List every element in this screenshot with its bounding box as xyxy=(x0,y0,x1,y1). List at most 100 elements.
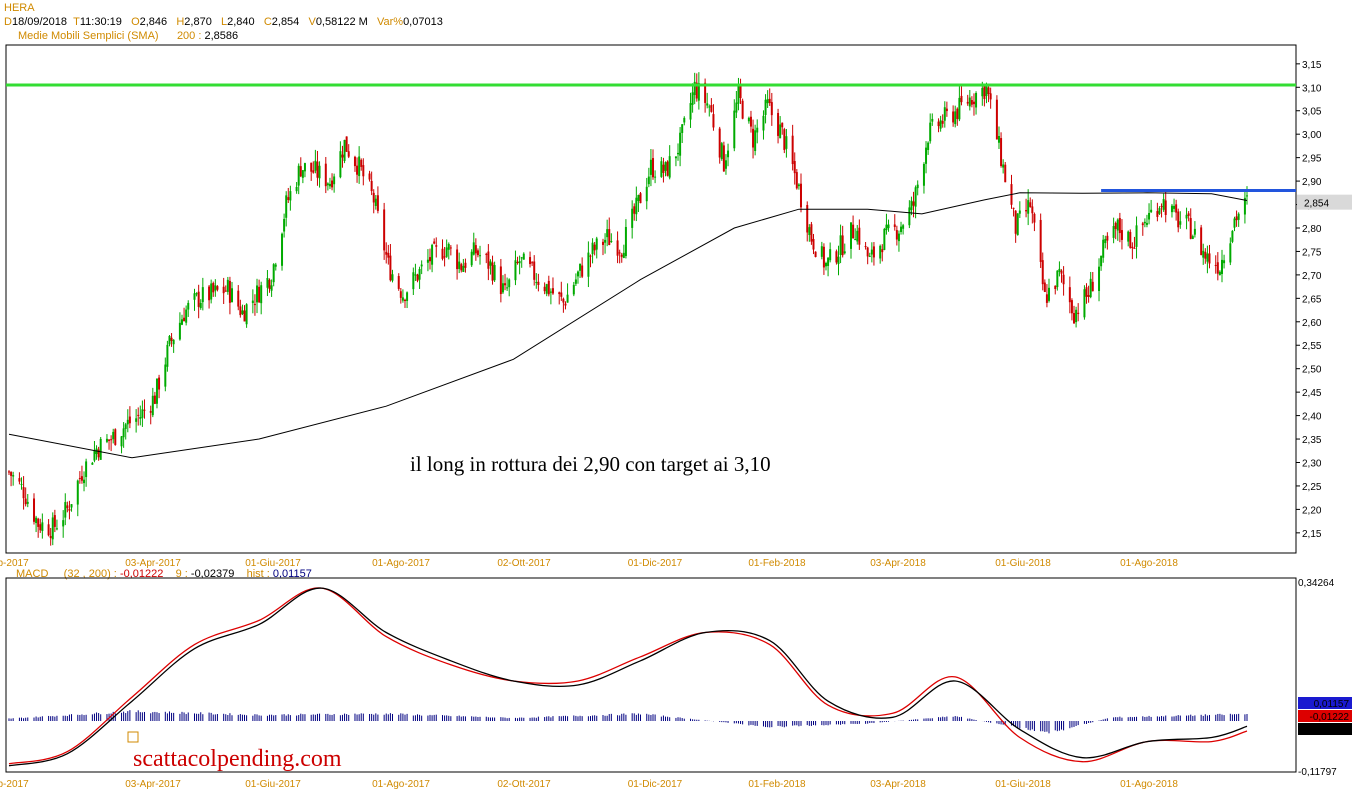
candle-body xyxy=(187,302,190,310)
price-axis-label: 2,95 xyxy=(1302,154,1322,165)
candle-body xyxy=(80,476,83,481)
price-axis-label: 2,60 xyxy=(1302,318,1322,329)
candle-body xyxy=(858,227,861,245)
candle-body xyxy=(1018,210,1021,214)
price-axis-label: 2,25 xyxy=(1302,482,1322,493)
candle-body xyxy=(91,462,94,465)
macd-readout: MACD (32 , 200) : -0,01222 9 : -0,02379 … xyxy=(16,568,312,580)
candle-body xyxy=(581,265,584,277)
candle-body xyxy=(139,416,142,419)
price-axis-label: 2,80 xyxy=(1302,224,1322,235)
price-axis-label: 2,20 xyxy=(1302,505,1322,516)
macd-value-box xyxy=(1298,723,1352,735)
candle-body xyxy=(53,515,56,527)
candle-body xyxy=(489,261,492,266)
date-axis-label: 01-Giu-2018 xyxy=(995,558,1051,569)
candle-body xyxy=(414,274,417,276)
candle-body xyxy=(981,87,984,97)
candle-body xyxy=(449,247,452,249)
candle-body xyxy=(931,118,934,122)
candle-body xyxy=(212,283,215,293)
candle-body xyxy=(668,156,671,178)
candle-body xyxy=(155,378,158,404)
candle-body xyxy=(783,129,786,150)
candle-body xyxy=(108,439,111,441)
candle-body xyxy=(487,251,490,269)
candle-body xyxy=(768,98,771,104)
candle-body xyxy=(810,224,813,242)
candle-body xyxy=(1025,210,1028,212)
candle-body xyxy=(1091,281,1094,292)
candle-body xyxy=(281,233,284,266)
candle-body xyxy=(1060,270,1063,274)
candle-body xyxy=(937,121,940,127)
candle-body xyxy=(1145,222,1148,225)
candle-body xyxy=(912,201,915,206)
candle-body xyxy=(622,252,625,258)
candle-body xyxy=(1218,271,1221,275)
candle-body xyxy=(829,249,832,261)
candle-body xyxy=(110,439,113,441)
candle-body xyxy=(922,164,925,186)
sma-label: Medie Mobili Semplici (SMA) xyxy=(18,30,159,42)
candle-body xyxy=(12,475,15,477)
candle-body xyxy=(237,290,240,307)
candle-body xyxy=(902,225,905,229)
candle-body xyxy=(1191,236,1194,239)
candle-body xyxy=(666,161,669,176)
candle-body xyxy=(462,265,465,272)
candle-body xyxy=(10,472,13,476)
candle-body xyxy=(172,339,175,345)
macd-value: -0,01222 xyxy=(119,568,164,580)
candle-body xyxy=(458,261,461,269)
candle-body xyxy=(470,251,473,266)
symbol-title: HERA xyxy=(4,2,35,14)
candle-body xyxy=(105,438,108,442)
candle-body xyxy=(543,286,546,292)
candle-body xyxy=(1054,285,1057,290)
candle-body xyxy=(827,257,830,266)
candle-body xyxy=(945,108,948,112)
candle-body xyxy=(793,161,796,174)
candle-body xyxy=(1118,217,1121,234)
candle-body xyxy=(639,193,642,204)
candle-body xyxy=(883,228,886,250)
candle-body xyxy=(939,120,942,129)
candle-body xyxy=(718,128,721,158)
candle-body xyxy=(426,259,429,263)
candle-body xyxy=(274,264,277,267)
candle-body xyxy=(1012,207,1015,209)
candle-body xyxy=(518,261,521,264)
candle-body xyxy=(316,161,319,178)
candle-body xyxy=(1133,247,1136,249)
candle-body xyxy=(679,132,682,156)
candle-body xyxy=(1179,221,1182,225)
candle-body xyxy=(124,424,127,429)
candle-body xyxy=(343,139,346,161)
candle-body xyxy=(1031,206,1034,214)
candle-body xyxy=(1150,209,1153,213)
candle-body xyxy=(727,150,730,158)
candle-body xyxy=(908,207,911,226)
date-axis-label: 01-Feb-2018 xyxy=(748,558,806,569)
candle-body xyxy=(83,479,86,484)
candle-body xyxy=(403,299,406,302)
candle-body xyxy=(854,238,857,241)
candle-body xyxy=(1158,208,1161,214)
candle-body xyxy=(1089,278,1092,298)
candle-body xyxy=(406,292,409,301)
candle-body xyxy=(1029,202,1032,207)
candle-body xyxy=(972,101,975,105)
candle-body xyxy=(660,161,663,177)
candle-body xyxy=(243,310,246,322)
signal-value: -0,02379 xyxy=(190,568,235,580)
candle-body xyxy=(358,156,361,177)
candle-body xyxy=(460,264,463,271)
hist-value: 0,01157 xyxy=(272,568,312,580)
candle-body xyxy=(97,449,100,458)
candle-body xyxy=(183,317,186,322)
candle-body xyxy=(1056,270,1059,288)
candle-body xyxy=(724,160,727,169)
macd-date-axis-label: 01-Giu-2018 xyxy=(995,779,1051,790)
